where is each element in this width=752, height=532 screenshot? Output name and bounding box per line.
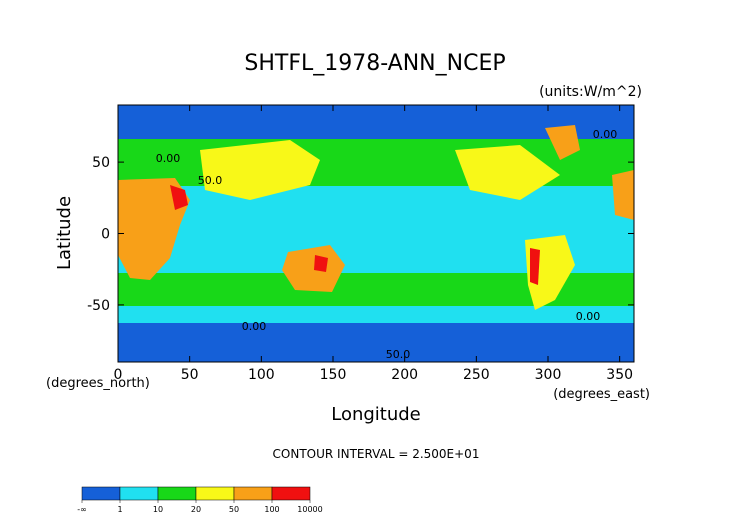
contour-label: 50.0	[198, 174, 223, 187]
contour-label: 50.0	[386, 348, 411, 361]
colorbar: -∞ 1 10 20 50 100 10000	[77, 486, 323, 514]
colorbar-swatch	[81, 486, 121, 501]
australia-region	[282, 245, 345, 292]
colorbar-tick-label: 20	[191, 505, 201, 514]
southern-ocean-cyan-band	[118, 305, 634, 323]
y-tick-label: -50	[87, 298, 110, 314]
andes-hotspot	[530, 248, 540, 285]
africa-region	[118, 178, 190, 280]
colorbar-tick-label: 100	[264, 505, 279, 514]
x-unit-label: (degrees_east)	[553, 387, 650, 402]
arabia-hotspot	[170, 185, 188, 210]
colorbar-swatch	[233, 486, 273, 501]
x-tick-label: 300	[535, 367, 562, 383]
colorbar-swatch	[271, 486, 311, 501]
map-field	[118, 105, 634, 362]
eurasia-yellow	[200, 140, 320, 200]
x-tick-label: 0	[114, 367, 123, 383]
colorbar-swatch	[157, 486, 197, 501]
colorbar-tick-label: 10	[153, 505, 163, 514]
contour-label: 0.00	[576, 310, 601, 323]
contour-label: 0.00	[156, 152, 181, 165]
y-axis-title: Latitude	[54, 196, 75, 270]
x-tick-label: 200	[391, 367, 418, 383]
contour-label: 0.00	[593, 128, 618, 141]
contour-label: 0.00	[242, 320, 267, 333]
colorbar-tick-label: -∞	[77, 505, 87, 514]
x-axis-title: Longitude	[331, 404, 421, 425]
contour-interval-text: CONTOUR INTERVAL = 2.500E+01	[273, 447, 480, 461]
greenland-region	[545, 125, 580, 160]
colorbar-tick-label: 1	[117, 505, 122, 514]
east-edge-region	[612, 170, 634, 220]
colorbar-tick-label: 50	[229, 505, 239, 514]
y-tick-label: 0	[101, 227, 110, 243]
y-unit-label: (degrees_north)	[46, 376, 150, 391]
x-tick-label: 150	[320, 367, 347, 383]
x-tick-label: 350	[606, 367, 633, 383]
southern-ocean-low-band	[118, 322, 634, 362]
colorbar-tick-label: 10000	[297, 505, 322, 514]
x-tick-label: 250	[463, 367, 490, 383]
north-america-region	[455, 145, 560, 200]
y-tick-label: 50	[92, 155, 110, 171]
x-tick-label: 50	[181, 367, 199, 383]
units-label: (units:W/m^2)	[539, 84, 642, 100]
chart-title: SHTFL_1978-ANN_NCEP	[244, 51, 505, 76]
colorbar-swatch	[119, 486, 159, 501]
australia-hotspot	[314, 255, 328, 272]
x-axis-ticks: 0 50 100 150 200 250 300 350	[114, 105, 633, 383]
x-tick-label: 100	[248, 367, 275, 383]
colorbar-swatch	[195, 486, 235, 501]
y-axis-ticks: -50 0 50	[87, 155, 634, 314]
